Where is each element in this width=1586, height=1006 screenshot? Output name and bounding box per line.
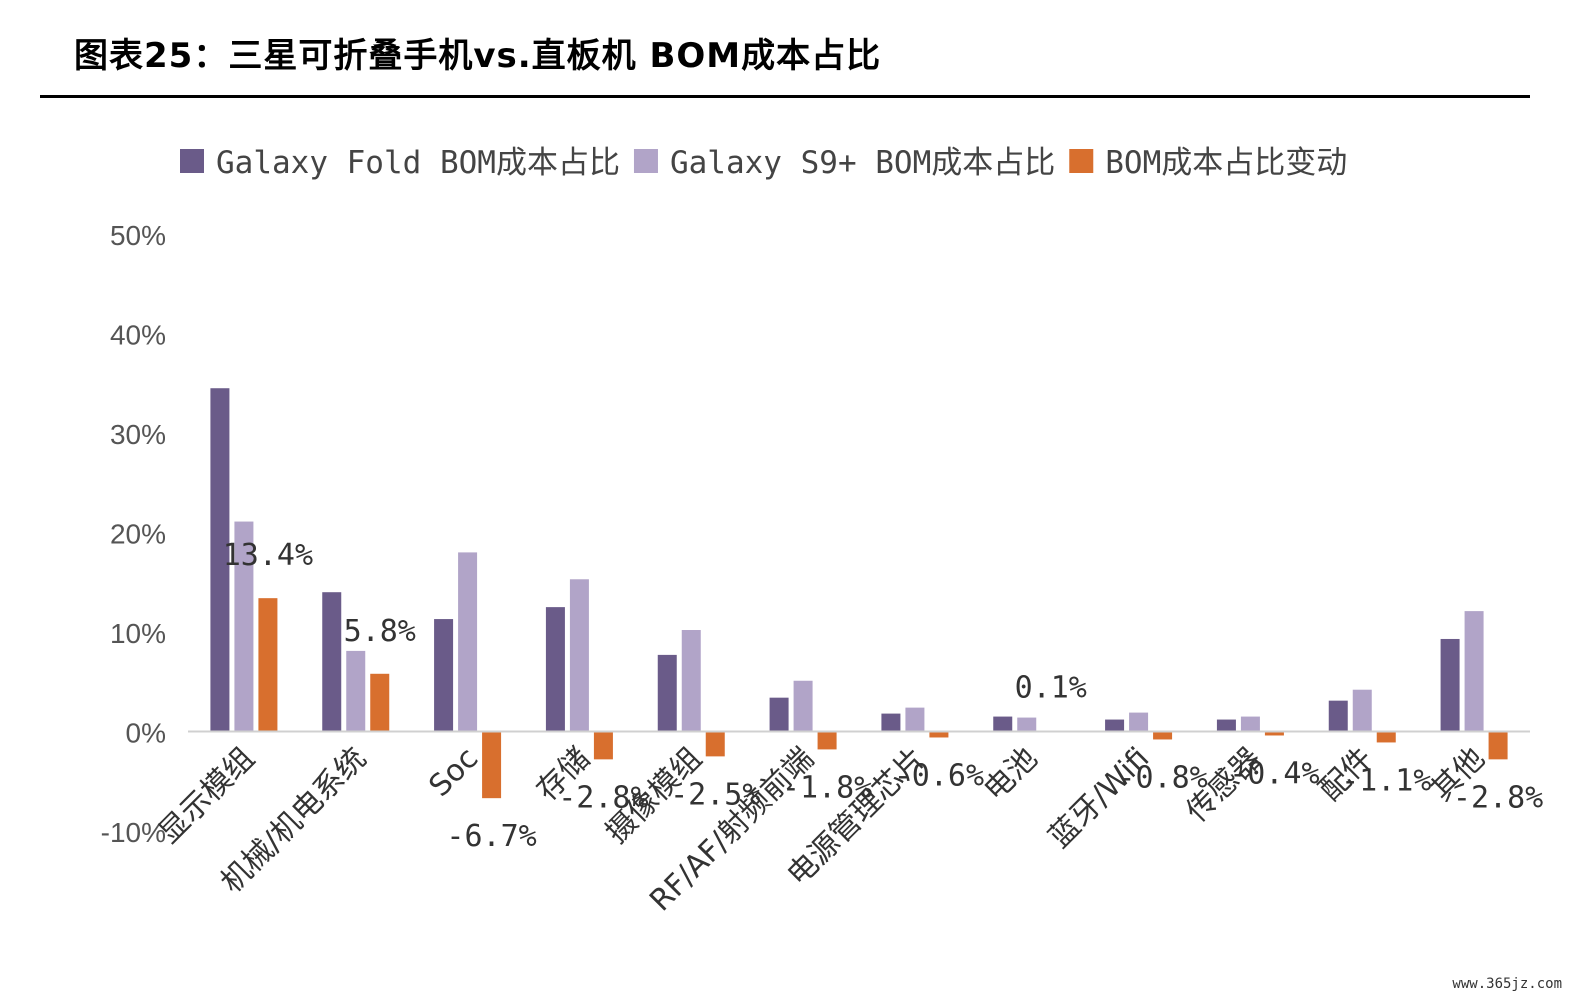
watermark: www.365jz.com xyxy=(1452,976,1562,992)
bar-galaxy-s9plus xyxy=(569,579,589,732)
data-labels: 13.4% 5.8% -6.7% -2.8% -2.5% -1.8% -0.6% 0.1% -0… xyxy=(223,538,1543,854)
bar-galaxy-s9plus xyxy=(1240,716,1260,732)
bar-galaxy-s9plus xyxy=(793,680,813,732)
legend-label: Galaxy S9+ BOM成本占比 xyxy=(670,145,1055,181)
y-tick-label: 40% xyxy=(110,320,166,351)
legend: Galaxy Fold BOM成本占比 Galaxy S9+ BOM成本占比 BOM… xyxy=(180,145,1347,181)
bar-galaxy-s9plus xyxy=(458,552,478,732)
bar-galaxy-s9plus xyxy=(1352,689,1372,732)
bar-galaxy-fold xyxy=(769,697,789,732)
chart-title: 图表25：三星可折叠手机vs.直板机 BOM成本占比 xyxy=(74,36,882,76)
bar-galaxy-s9plus xyxy=(905,707,925,732)
legend-label: BOM成本占比变动 xyxy=(1105,145,1347,181)
data-label: -1.1% xyxy=(1341,763,1431,798)
bar-galaxy-fold xyxy=(993,716,1013,732)
bars xyxy=(210,388,1508,799)
data-label: -0.6% xyxy=(894,758,984,793)
y-tick-label: -10% xyxy=(101,817,166,848)
x-tick-label: Soc xyxy=(422,741,485,804)
data-label: -6.7% xyxy=(446,819,536,854)
y-axis: 50% 40% 30% 20% 10% 0% -10% xyxy=(101,220,166,848)
bar-change xyxy=(482,731,502,799)
bar-galaxy-fold xyxy=(545,607,565,732)
bar-change xyxy=(1488,731,1508,760)
data-label: -2.8% xyxy=(1453,780,1543,815)
bar-galaxy-fold xyxy=(1105,719,1125,732)
data-label: -1.8% xyxy=(782,770,872,805)
bar-change xyxy=(370,673,390,732)
bar-galaxy-s9plus xyxy=(234,521,254,732)
bar-galaxy-s9plus xyxy=(1129,712,1149,732)
data-label: 13.4% xyxy=(223,538,313,573)
data-label: 0.1% xyxy=(1015,671,1087,706)
bar-galaxy-s9plus xyxy=(681,630,701,732)
bar-galaxy-fold xyxy=(881,713,901,732)
legend-swatch xyxy=(633,149,658,173)
data-label: -0.4% xyxy=(1229,756,1319,791)
bar-galaxy-fold xyxy=(210,388,230,732)
bar-change xyxy=(1264,731,1284,736)
y-tick-label: 10% xyxy=(110,618,166,649)
bar-change xyxy=(817,731,837,750)
bar-galaxy-fold xyxy=(657,654,677,732)
y-tick-label: 20% xyxy=(110,519,166,550)
legend-swatch xyxy=(180,149,204,173)
bar-galaxy-fold xyxy=(1440,638,1460,732)
y-tick-label: 30% xyxy=(110,419,166,450)
title-divider xyxy=(40,95,1530,98)
bar-galaxy-s9plus xyxy=(1464,611,1484,732)
x-tick-label: 蓝牙/Wifi xyxy=(1042,741,1156,855)
bar-change xyxy=(258,598,278,732)
legend-swatch xyxy=(1069,149,1094,173)
x-tick-label: 显示模组 xyxy=(152,741,262,851)
data-label: 5.8% xyxy=(344,614,416,649)
data-label: -0.8% xyxy=(1117,760,1207,795)
bar-galaxy-fold xyxy=(434,619,454,732)
bar-change xyxy=(593,731,613,760)
bar-change xyxy=(1153,731,1173,740)
data-label: -2.8% xyxy=(558,780,648,815)
bar-galaxy-s9plus xyxy=(346,650,366,732)
y-tick-label: 50% xyxy=(110,220,166,251)
y-tick-label: 0% xyxy=(126,718,166,749)
bar-change xyxy=(929,731,949,738)
bar-change xyxy=(705,731,725,757)
bar-galaxy-s9plus xyxy=(1017,717,1037,732)
bar-galaxy-fold xyxy=(1328,700,1348,732)
bar-galaxy-fold xyxy=(322,592,342,732)
data-label: -2.5% xyxy=(670,777,760,812)
x-tick-label: 电池 xyxy=(977,741,1044,808)
legend-label: Galaxy Fold BOM成本占比 xyxy=(216,145,620,181)
bar-galaxy-fold xyxy=(1216,719,1236,732)
bar-change xyxy=(1376,731,1396,743)
